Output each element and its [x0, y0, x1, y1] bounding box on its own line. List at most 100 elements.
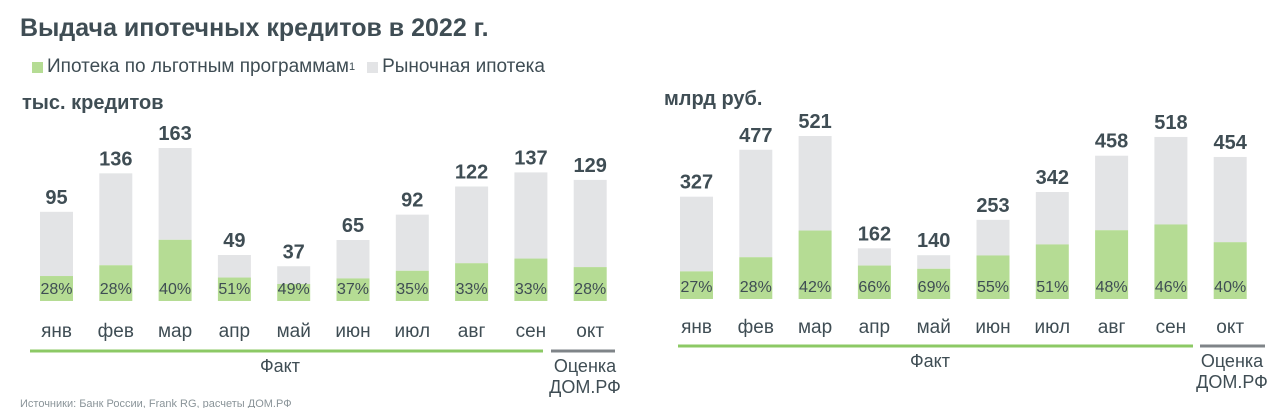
bar-preferential [976, 255, 1010, 299]
legend-swatch-preferential [32, 61, 43, 73]
bar-preferential [514, 258, 548, 301]
category-tick-label: окт [1216, 317, 1244, 338]
total-value-label: 521 [798, 111, 831, 133]
share-value-label: 42% [799, 279, 831, 296]
bar-market [739, 149, 773, 258]
share-value-label: 40% [159, 281, 191, 298]
bar-preferential [1154, 224, 1188, 299]
bar-preferential [1095, 230, 1129, 299]
bar-market [158, 148, 192, 240]
bar-market [99, 173, 133, 266]
total-value-label: 49 [223, 230, 245, 252]
total-value-label: 136 [99, 148, 132, 170]
fact-period-label: Факт [260, 356, 300, 376]
share-value-label: 55% [977, 279, 1009, 296]
bar-market [40, 211, 73, 277]
estimate-period-label: ДОМ.РФ [549, 377, 621, 397]
bar-market [1035, 192, 1069, 245]
category-tick-label: мар [158, 321, 192, 342]
category-tick-label: фев [98, 321, 134, 342]
category-tick-label: апр [859, 317, 890, 338]
category-tick-label: окт [576, 321, 604, 342]
bar-market [680, 196, 713, 272]
bar-market [277, 266, 311, 284]
unit-label-count: тыс. кредитов [22, 92, 164, 114]
share-value-label: 46% [1155, 279, 1187, 296]
share-value-label: 40% [1214, 279, 1246, 296]
share-value-label: 48% [1096, 279, 1128, 296]
share-value-label: 66% [858, 279, 890, 296]
category-tick-label: апр [219, 321, 250, 342]
total-value-label: 477 [739, 125, 772, 147]
total-value-label: 327 [680, 172, 713, 194]
category-tick-label: июн [335, 321, 370, 342]
footnote: Источники: Банк России, Frank RG, расчет… [20, 398, 292, 408]
share-value-label: 51% [1036, 279, 1068, 296]
bar-preferential [158, 239, 192, 301]
estimate-period-label: ДОМ.РФ [1196, 372, 1268, 392]
share-value-label: 35% [396, 281, 428, 298]
category-tick-label: сен [516, 321, 547, 342]
total-value-label: 140 [917, 230, 950, 252]
category-tick-label: июл [395, 321, 431, 342]
bar-preferential [277, 283, 311, 301]
fact-period-label: Факт [910, 351, 950, 371]
total-value-label: 162 [858, 223, 891, 245]
legend-footnote-mark: 1 [348, 61, 356, 73]
bar-market [1095, 155, 1129, 231]
total-value-label: 65 [342, 215, 364, 237]
estimate-period-label: Оценка [1201, 351, 1264, 371]
category-tick-label: июн [975, 317, 1010, 338]
total-value-label: 122 [455, 161, 488, 183]
share-value-label: 49% [278, 281, 310, 298]
total-value-label: 37 [283, 241, 305, 263]
legend-label-preferential: Ипотека по льготным программам [47, 56, 349, 77]
bar-preferential [739, 257, 773, 299]
share-value-label: 27% [680, 279, 712, 296]
share-value-label: 28% [100, 281, 132, 298]
category-tick-label: янв [41, 321, 72, 342]
total-value-label: 458 [1095, 131, 1128, 153]
bar-preferential [857, 265, 891, 299]
bar-preferential [573, 267, 607, 301]
bar-market [455, 186, 489, 264]
total-value-label: 454 [1214, 132, 1248, 154]
total-value-label: 518 [1154, 112, 1187, 134]
bar-preferential [336, 278, 370, 301]
chart-title: Выдача ипотечных кредитов в 2022 г. [20, 14, 489, 42]
bar-preferential [1035, 244, 1069, 299]
bar-preferential [99, 265, 133, 301]
chart-volume: 327 27% янв 477 28% фев 521 42% мар 162 66% апр 140 6… [678, 111, 1268, 392]
chart-count: 95 28% янв 136 28% фев 163 40% мар 49 51% апр 37 49% м… [30, 123, 621, 397]
total-value-label: 253 [976, 195, 1009, 217]
category-tick-label: фев [738, 317, 774, 338]
total-value-label: 92 [401, 190, 423, 212]
share-value-label: 28% [40, 281, 72, 298]
bar-market [217, 255, 251, 278]
legend-item-market: Рыночная ипотека [367, 56, 545, 78]
share-value-label: 28% [740, 279, 772, 296]
legend: Ипотека по льготным программам 1 Рыночная… [32, 56, 557, 78]
bar-market [798, 136, 832, 231]
legend-label-market: Рыночная ипотека [382, 56, 545, 77]
share-value-label: 33% [456, 281, 488, 298]
bar-market [395, 214, 429, 271]
unit-label-volume: млрд руб. [664, 88, 763, 110]
share-value-label: 33% [515, 281, 547, 298]
category-tick-label: май [917, 317, 951, 338]
total-value-label: 129 [574, 155, 607, 177]
estimate-period-label: Оценка [554, 356, 617, 376]
category-tick-label: май [277, 321, 311, 342]
legend-item-preferential: Ипотека по льготным программам 1 [32, 56, 355, 78]
category-tick-label: авг [1098, 317, 1126, 338]
bar-preferential [455, 263, 489, 301]
bar-market [1213, 156, 1247, 243]
bar-preferential [1213, 242, 1247, 299]
total-value-label: 137 [514, 147, 547, 169]
bar-market [976, 219, 1010, 256]
share-value-label: 28% [574, 281, 606, 298]
bar-market [514, 172, 548, 259]
total-value-label: 342 [1036, 167, 1069, 189]
share-value-label: 51% [218, 281, 250, 298]
share-value-label: 37% [337, 281, 369, 298]
